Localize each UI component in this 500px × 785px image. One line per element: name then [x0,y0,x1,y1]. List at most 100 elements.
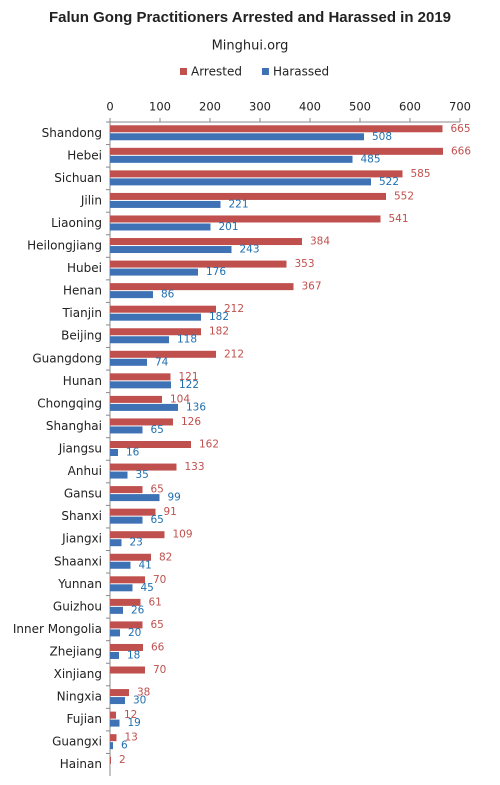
x-tick-label: 0 [106,100,113,114]
y-tick-label: Fujian [67,712,102,726]
value-label: 20 [128,627,141,639]
value-label: 666 [451,145,471,157]
bar [110,155,353,163]
bar [110,711,116,719]
bar [110,689,129,697]
bar [110,268,198,276]
value-label: 66 [151,641,165,653]
bar [110,449,118,456]
y-tick-label: Hubei [67,261,102,275]
bar [110,531,165,539]
bar [110,553,151,561]
y-tick-label: Liaoning [51,216,102,230]
y-tick-label: Heilongjiang [27,239,102,253]
value-label: 118 [177,334,197,346]
y-tick-label: Chongqing [37,396,102,410]
bar [110,403,178,411]
bar [110,576,145,584]
value-label: 384 [310,236,330,248]
bar [110,606,123,614]
bar [110,313,201,321]
y-tick-label: Jilin [80,193,102,207]
chart-title: Falun Gong Practitioners Arrested and Ha… [49,9,451,26]
y-tick-label: Gansu [64,487,102,501]
y-tick-label: Guangdong [32,351,102,365]
value-label: 109 [173,529,193,541]
value-label: 82 [159,551,172,563]
value-label: 522 [379,176,399,188]
value-label: 30 [133,695,146,707]
bar [110,305,216,313]
x-tick-label: 300 [249,100,271,114]
bar [110,133,364,141]
y-tick-label: Xinjiang [54,667,102,681]
bar [110,651,119,659]
value-label: 65 [151,619,164,631]
value-label: 162 [199,439,219,451]
bar [110,734,117,742]
value-label: 65 [151,484,164,496]
y-tick-label: Anhui [68,464,102,478]
value-label: 121 [179,371,199,383]
x-tick-label: 700 [449,100,471,114]
value-label: 99 [168,492,181,504]
value-label: 552 [394,190,414,202]
y-tick-label: Jiangxi [61,532,102,546]
y-tick-label: Shanxi [61,509,102,523]
value-label: 12 [124,709,137,721]
value-label: 19 [128,717,141,729]
bar [110,516,143,524]
y-tick-label: Hainan [60,757,102,771]
bar [110,629,120,637]
value-label: 23 [130,537,143,549]
value-label: 35 [136,469,149,481]
value-label: 65 [151,424,164,436]
value-label: 133 [185,461,205,473]
value-label: 367 [302,281,322,293]
value-label: 212 [224,348,244,360]
bar [110,200,221,208]
value-label: 122 [179,379,199,391]
value-label: 243 [240,244,260,256]
y-tick-label: Guizhou [53,599,102,613]
bar [110,223,211,231]
y-tick-label: Hebei [67,148,102,162]
y-tick-label: Ningxia [57,690,102,704]
chart-subtitle: Minghui.org [212,39,289,54]
value-label: 86 [161,289,175,301]
value-label: 182 [209,326,229,338]
bar [110,373,171,381]
value-label: 45 [141,582,154,594]
bar [110,441,191,448]
y-tick-label: Shandong [42,126,102,140]
bar [110,418,173,426]
bar [110,125,443,133]
value-label: 541 [389,213,409,225]
bar [110,598,141,606]
value-label: 38 [137,687,150,699]
bar [110,170,403,178]
value-label: 26 [131,604,145,616]
bar [110,291,153,299]
y-tick-label: Yunnan [57,577,102,591]
bar [110,584,133,592]
bar [110,426,143,434]
x-tick-label: 200 [199,100,221,114]
legend-label: Arrested [191,65,242,79]
value-label: 70 [153,574,166,586]
value-label: 74 [155,356,169,368]
bar [110,350,216,358]
bar [110,471,128,479]
value-label: 91 [164,506,177,518]
bar [110,328,201,336]
bar [110,260,287,268]
value-label: 13 [125,732,138,744]
bar [110,742,113,750]
value-label: 70 [153,664,166,676]
y-tick-label: Jiangsu [58,442,102,456]
y-tick-label: Tianjin [61,306,102,320]
x-tick-label: 400 [299,100,321,114]
bar [110,621,143,629]
bar [110,666,145,674]
